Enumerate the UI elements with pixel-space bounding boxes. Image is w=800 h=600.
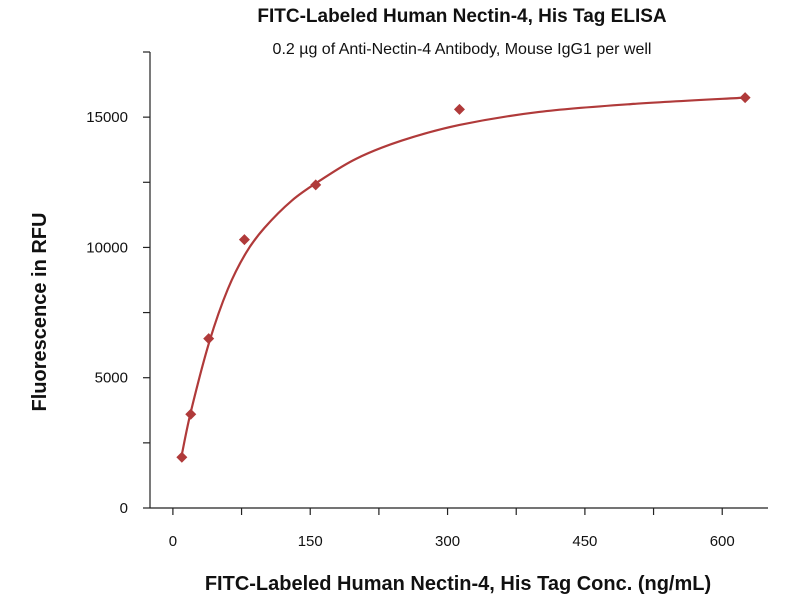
data-point [739, 92, 751, 104]
data-point [176, 451, 188, 463]
data-points [176, 92, 751, 463]
y-tick-label: 15000 [86, 109, 128, 126]
chart-subtitle: 0.2 µg of Anti-Nectin-4 Antibody, Mouse … [273, 41, 652, 58]
x-tick-label: 450 [572, 533, 597, 550]
y-tick-label: 0 [120, 500, 128, 517]
y-tick-label: 5000 [95, 370, 128, 387]
fit-curve [180, 96, 746, 455]
data-point [185, 408, 197, 420]
axes: 0 150 300 450 600 0 5000 10000 15000 [86, 51, 768, 550]
x-tick-label: 300 [435, 533, 460, 550]
x-axis-label: FITC-Labeled Human Nectin-4, His Tag Con… [205, 573, 711, 595]
data-point [453, 103, 465, 115]
x-tick-label: 600 [710, 533, 735, 550]
x-tick-label: 150 [298, 533, 323, 550]
data-point [310, 179, 322, 191]
data-point [238, 234, 250, 246]
y-tick-label: 10000 [86, 239, 128, 256]
y-axis-label: Fluorescence in RFU [29, 213, 51, 412]
data-point [203, 333, 215, 345]
chart-title: FITC-Labeled Human Nectin-4, His Tag ELI… [257, 6, 667, 27]
x-tick-label: 0 [169, 533, 177, 550]
fit-curve-group [180, 96, 746, 455]
